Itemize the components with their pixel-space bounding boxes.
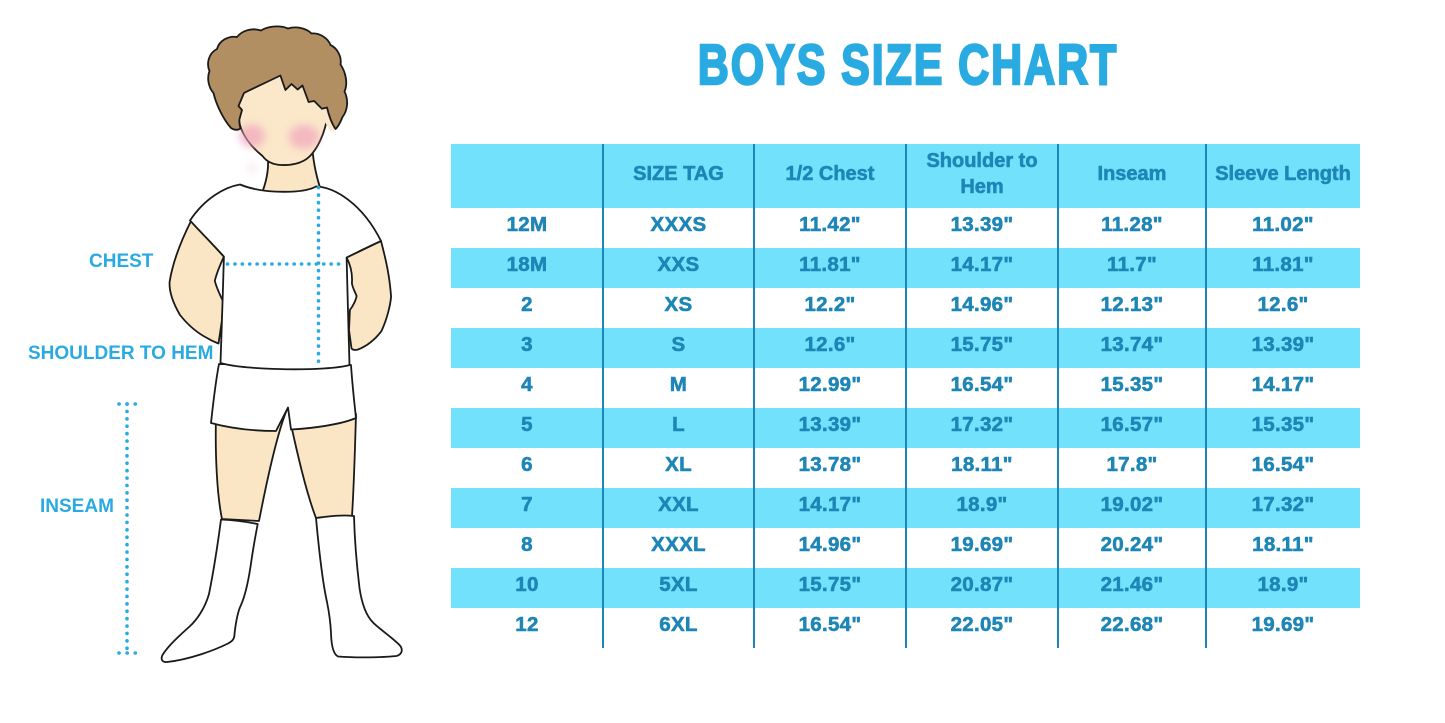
svg-text:INSEAM: INSEAM <box>40 496 114 517</box>
svg-text:CHEST: CHEST <box>89 251 154 272</box>
svg-text:SHOULDER TO HEM: SHOULDER TO HEM <box>28 343 213 364</box>
